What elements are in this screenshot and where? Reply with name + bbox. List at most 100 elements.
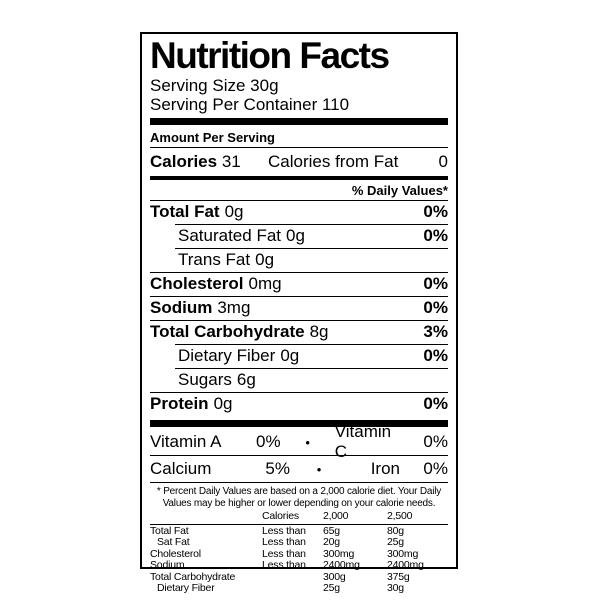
- calories-cell: Calories 31: [150, 152, 241, 172]
- nutrient-amount: 0g: [280, 346, 300, 365]
- amount-per-serving-heading: Amount Per Serving: [150, 127, 448, 148]
- nutrient-amount: 8g: [309, 322, 329, 341]
- label-title: Nutrition Facts: [150, 35, 390, 76]
- micronutrient-row-minerals: Calcium 5% • Iron 0%: [150, 456, 448, 483]
- nutrient-amount: 0mg: [248, 274, 282, 293]
- reference-row-total-carbohydrate: Total Carbohydrate 300g 375g: [150, 570, 448, 584]
- nutrient-daily-value: 0%: [423, 202, 448, 221]
- reference-qualifier: Less than: [262, 536, 306, 548]
- reference-value-2500: 2400mg: [387, 559, 424, 571]
- reference-value-2000: 300g: [323, 570, 346, 583]
- reference-row-sat-fat: Sat Fat Less than 20g 25g: [150, 536, 448, 549]
- calories-from-fat-cell: Calories from Fat 0: [268, 152, 448, 172]
- footnote: * Percent Daily Values are based on a 2,…: [150, 483, 448, 511]
- reference-qualifier: Less than: [262, 559, 306, 571]
- nutrient-amount: 0g: [255, 250, 275, 269]
- nutrient-row-trans-fat: Trans Fat 0g: [150, 248, 448, 272]
- reference-row-total-fat: Total Fat Less than 65g 80g: [150, 524, 448, 538]
- micronutrient-right-name: Vitamin C: [334, 422, 392, 461]
- nutrient-name: Sodium: [150, 298, 213, 317]
- reference-name: Sodium: [150, 559, 185, 571]
- micronutrient-left-name: Vitamin A: [150, 432, 222, 451]
- nutrient-amount: 0g: [224, 202, 244, 221]
- nutrient-daily-value: 0%: [423, 346, 448, 365]
- nutrient-name: Saturated Fat: [178, 226, 282, 245]
- reference-row-sodium: Sodium Less than 2400mg 2400mg: [150, 559, 448, 572]
- reference-value-2000: 2400mg: [323, 559, 360, 571]
- nutrient-row-sodium: Sodium 3mg 0%: [150, 296, 448, 320]
- reference-name: Cholesterol: [150, 547, 201, 560]
- nutrient-row-total-carbohydrate: Total Carbohydrate 8g 3%: [150, 320, 448, 344]
- reference-value-2500: 80g: [387, 524, 404, 537]
- reference-qualifier: Less than: [262, 524, 306, 537]
- nutrient-amount: 3mg: [217, 298, 251, 317]
- nutrient-daily-value: 0%: [423, 274, 448, 293]
- reference-value-2000: 300mg: [323, 547, 355, 560]
- nutrient-name: Total Carbohydrate: [150, 322, 305, 341]
- reference-value-2500: 30g: [387, 582, 404, 594]
- nutrient-name: Cholesterol: [150, 274, 244, 293]
- reference-name: Total Carbohydrate: [150, 570, 236, 583]
- calories-from-fat-label: Calories from Fat: [268, 152, 399, 171]
- reference-row-dietary-fiber: Dietary Fiber 25g 30g: [150, 582, 448, 595]
- reference-qualifier: [262, 572, 323, 584]
- reference-value-2500: 300mg: [387, 547, 419, 560]
- micronutrient-right-value: 0%: [423, 432, 448, 451]
- thick-divider-bar: [150, 118, 448, 125]
- nutrient-row-cholesterol: Cholesterol 0mg 0%: [150, 272, 448, 296]
- nutrient-name: Dietary Fiber: [178, 346, 276, 365]
- nutrient-amount: 6g: [236, 370, 256, 389]
- reference-value-2000: 25g: [323, 582, 340, 594]
- micronutrient-left-value: 0%: [256, 432, 281, 451]
- thick-divider-bar: [150, 420, 448, 427]
- nutrient-name: Trans Fat: [178, 250, 251, 269]
- calories-value: 31: [221, 152, 241, 171]
- reference-value-2500: 25g: [387, 536, 404, 548]
- nutrient-row-saturated-fat: Saturated Fat 0g 0%: [150, 224, 448, 248]
- nutrient-row-protein: Protein 0g 0%: [150, 392, 448, 416]
- reference-header-2500: 2,500: [387, 510, 413, 522]
- micronutrient-left-value: 5%: [265, 459, 290, 478]
- bullet-separator-icon: •: [316, 461, 322, 477]
- micronutrient-right-value: 0%: [423, 459, 448, 478]
- reference-qualifier: [262, 583, 323, 595]
- micronutrient-right-name: Iron: [370, 459, 400, 478]
- micronutrient-row-vitamins: Vitamin A 0% • Vitamin C 0%: [150, 422, 448, 461]
- footnote-marker: *: [156, 486, 161, 497]
- nutrient-daily-value: 0%: [423, 298, 448, 317]
- nutrient-amount: 0g: [213, 394, 233, 413]
- reference-value-2000: 65g: [323, 524, 340, 537]
- reference-name: Total Fat: [150, 524, 189, 537]
- nutrient-daily-value: 0%: [423, 394, 448, 413]
- reference-table: Calories 2,000 2,500 Total Fat Less than…: [150, 510, 448, 595]
- reference-table-header: Calories 2,000 2,500: [150, 510, 448, 525]
- reference-row-cholesterol: Cholesterol Less than 300mg 300mg: [150, 547, 448, 561]
- nutrient-name: Total Fat: [150, 202, 220, 221]
- serving-size: Serving Size 30g: [150, 76, 279, 95]
- micronutrient-left-name: Calcium: [150, 459, 212, 478]
- calories-label: Calories: [150, 152, 218, 171]
- servings-per-container: Serving Per Container 110: [150, 95, 350, 114]
- nutrient-name: Sugars: [178, 370, 232, 389]
- nutrient-name: Protein: [150, 394, 209, 413]
- nutrient-row-dietary-fiber: Dietary Fiber 0g 0%: [150, 344, 448, 368]
- nutrient-row-total-fat: Total Fat 0g 0%: [150, 200, 448, 224]
- reference-name: Sat Fat: [157, 536, 190, 548]
- reference-value-2500: 375g: [387, 570, 410, 583]
- nutrient-row-sugars: Sugars 6g: [150, 368, 448, 392]
- nutrition-facts-label: Nutrition Facts Serving Size 30g Serving…: [140, 32, 458, 594]
- reference-header-calories: Calories: [262, 510, 299, 522]
- reference-header-2000: 2,000: [323, 510, 349, 522]
- calories-from-fat-value: 0: [438, 152, 448, 171]
- reference-qualifier: Less than: [262, 547, 306, 560]
- bullet-separator-icon: •: [305, 434, 310, 450]
- nutrient-daily-value: 3%: [423, 322, 448, 341]
- reference-name: Dietary Fiber: [157, 582, 215, 594]
- nutrient-amount: 0g: [286, 226, 305, 245]
- reference-value-2000: 20g: [323, 536, 340, 548]
- calories-row: Calories 31 Calories from Fat 0: [150, 148, 448, 176]
- footnote-text: Percent Daily Values are based on a 2,00…: [162, 486, 442, 509]
- daily-values-heading: % Daily Values*: [351, 183, 448, 198]
- nutrient-daily-value: 0%: [423, 226, 448, 245]
